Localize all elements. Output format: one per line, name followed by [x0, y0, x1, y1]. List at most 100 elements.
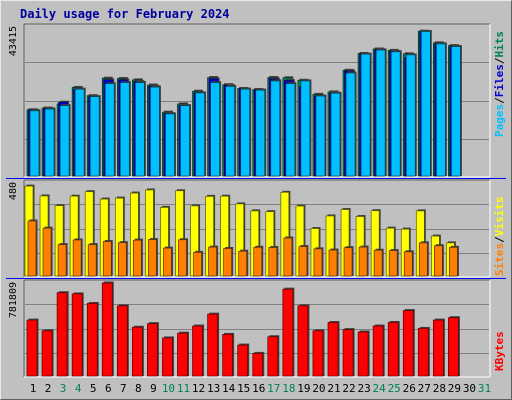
bar-pages-day-2 [44, 108, 55, 177]
x-tick-label-16: 16 [252, 382, 265, 395]
x-tick-label-28: 28 [433, 382, 446, 395]
bar-sites-day-4 [72, 239, 82, 277]
bar-pages-day-14 [225, 86, 235, 177]
bar-kbytes-day-21 [327, 322, 339, 377]
x-tick-label-20: 20 [312, 382, 325, 395]
bar-kbytes-day-23 [357, 331, 369, 377]
x-tick-label-1: 1 [30, 382, 37, 395]
bar-pages-day-20 [315, 95, 326, 177]
x-tick-label-24: 24 [373, 382, 387, 395]
x-tick-label-17: 17 [267, 382, 280, 395]
bar-pages-day-7 [119, 82, 130, 177]
y-max-label-hits-files-pages: 43415 [8, 26, 19, 56]
bar-kbytes-day-14 [222, 334, 233, 377]
bar-pages-day-17 [270, 80, 281, 177]
x-tick-label-15: 15 [237, 382, 250, 395]
x-tick-label-23: 23 [357, 382, 370, 395]
bar-sites-day-16 [253, 246, 263, 277]
bar-sites-day-23 [358, 246, 368, 277]
bar-kbytes-day-24 [372, 325, 384, 377]
bar-kbytes-day-27 [417, 328, 429, 377]
bar-kbytes-day-17 [267, 336, 279, 377]
legend-middle: Sites/Visits [493, 197, 506, 277]
bar-kbytes-day-11 [177, 332, 188, 377]
bar-sites-day-27 [418, 242, 428, 277]
x-tick-label-2: 2 [45, 382, 52, 395]
bar-sites-day-3 [57, 244, 67, 277]
x-tick-label-13: 13 [207, 382, 220, 395]
bar-pages-day-4 [74, 88, 85, 177]
bar-pages-day-9 [150, 86, 160, 177]
legend-slash: / [493, 97, 506, 104]
bar-pages-day-22 [345, 72, 356, 177]
bar-sites-day-8 [133, 239, 142, 277]
bar-sites-day-2 [42, 227, 52, 277]
x-tick-label-10: 10 [162, 382, 175, 395]
legend-sites: Sites [493, 243, 506, 276]
legend-hits: Hits [493, 31, 506, 58]
bar-pages-day-16 [255, 89, 266, 177]
bar-kbytes-day-1 [26, 319, 38, 377]
bar-sites-day-18 [283, 237, 293, 277]
x-tick-label-12: 12 [192, 382, 205, 395]
bar-kbytes-day-26 [402, 310, 414, 377]
bar-kbytes-day-5 [86, 303, 98, 377]
x-tick-label-22: 22 [342, 382, 355, 395]
bar-kbytes-day-25 [387, 322, 399, 377]
bar-sites-day-6 [102, 241, 112, 277]
bar-sites-day-21 [328, 249, 338, 277]
bar-kbytes-day-4 [71, 293, 83, 377]
bar-kbytes-day-12 [192, 325, 203, 377]
x-tick-label-5: 5 [90, 382, 97, 395]
bar-kbytes-day-13 [207, 313, 218, 377]
bar-kbytes-day-15 [237, 344, 249, 377]
bar-sites-day-15 [238, 250, 248, 277]
bar-pages-day-6 [104, 83, 115, 177]
bar-sites-day-5 [87, 244, 97, 277]
chart-title: Daily usage for February 2024 [20, 7, 230, 21]
legend-slash: / [493, 236, 506, 243]
x-tick-label-19: 19 [297, 382, 310, 395]
bar-kbytes-day-22 [342, 329, 354, 377]
bar-kbytes-day-28 [433, 319, 444, 377]
bar-kbytes-day-7 [116, 305, 128, 377]
bar-sites-day-19 [298, 246, 308, 277]
legend-pages: Pages [493, 104, 506, 137]
bar-pages-day-15 [240, 88, 251, 177]
bar-kbytes-day-16 [252, 353, 264, 377]
bar-kbytes-day-9 [147, 323, 158, 377]
bar-pages-day-12 [195, 92, 205, 177]
bar-pages-day-27 [420, 31, 431, 177]
bar-pages-day-18 [285, 83, 296, 177]
bar-sites-day-1 [27, 220, 37, 277]
bar-pages-day-25 [390, 51, 401, 177]
bar-pages-day-8 [135, 82, 145, 177]
bar-pages-day-21 [330, 92, 341, 177]
legend-top: Pages/Files/Hits [493, 31, 506, 137]
bar-sites-day-20 [313, 248, 323, 277]
bar-sites-day-7 [117, 242, 127, 277]
bar-sites-day-10 [163, 247, 172, 277]
bar-sites-day-12 [193, 252, 202, 277]
bar-pages-day-1 [29, 110, 40, 177]
bar-pages-day-26 [405, 54, 416, 177]
bar-kbytes-day-29 [448, 317, 459, 377]
bar-pages-day-23 [360, 53, 371, 177]
x-tick-label-30: 30 [463, 382, 476, 395]
x-tick-label-8: 8 [135, 382, 142, 395]
legend-files: Files [493, 64, 506, 97]
x-tick-label-26: 26 [403, 382, 416, 395]
bar-sites-day-24 [373, 249, 383, 277]
bar-sites-day-22 [343, 247, 353, 277]
bar-sites-day-29 [449, 246, 458, 277]
bar-kbytes-day-10 [162, 337, 173, 377]
bar-kbytes-day-18 [282, 288, 294, 377]
x-tick-label-7: 7 [120, 382, 127, 395]
x-tick-label-14: 14 [222, 382, 236, 395]
bar-sites-day-28 [434, 245, 443, 277]
x-tick-label-31: 31 [478, 382, 491, 395]
bar-sites-day-13 [208, 246, 217, 277]
bar-pages-day-10 [165, 113, 175, 177]
